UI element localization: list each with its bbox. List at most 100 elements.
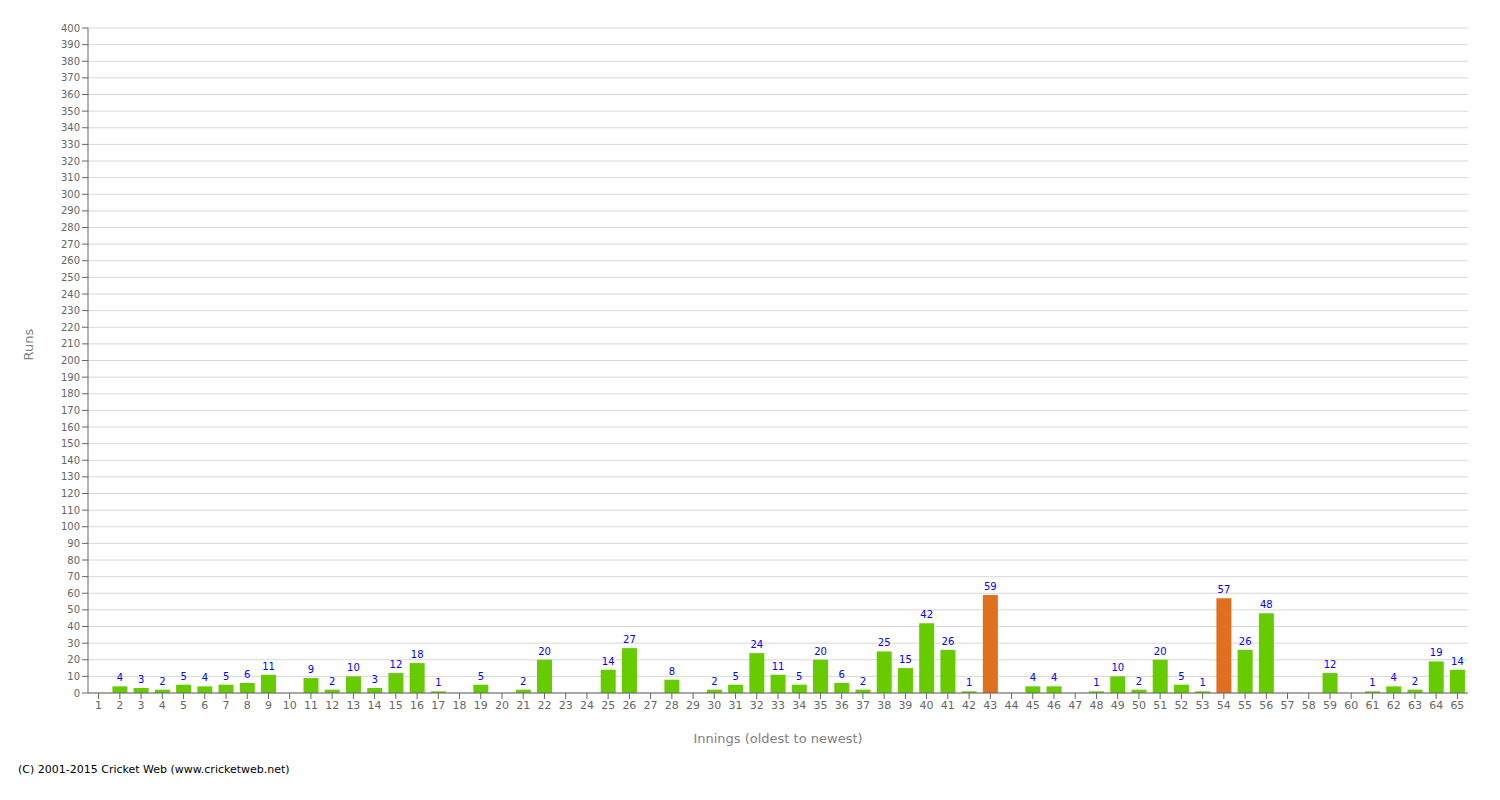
svg-text:21: 21 [516, 699, 530, 712]
svg-text:50: 50 [67, 604, 80, 615]
svg-text:310: 310 [61, 172, 80, 183]
svg-text:24: 24 [580, 699, 594, 712]
svg-text:160: 160 [61, 422, 80, 433]
svg-text:52: 52 [1174, 699, 1188, 712]
svg-text:5: 5 [732, 671, 738, 682]
svg-text:12: 12 [1324, 659, 1337, 670]
svg-text:200: 200 [61, 355, 80, 366]
svg-text:8: 8 [669, 666, 675, 677]
svg-text:11: 11 [262, 661, 275, 672]
svg-text:10: 10 [283, 699, 297, 712]
svg-text:25: 25 [878, 637, 891, 648]
svg-text:15: 15 [899, 654, 912, 665]
svg-text:42: 42 [920, 609, 933, 620]
svg-text:3: 3 [138, 699, 145, 712]
svg-text:3: 3 [371, 674, 377, 685]
svg-text:Runs: Runs [21, 329, 36, 361]
svg-text:1: 1 [966, 677, 972, 688]
svg-text:Innings (oldest to newest): Innings (oldest to newest) [693, 731, 862, 746]
svg-text:65: 65 [1450, 699, 1464, 712]
svg-text:37: 37 [856, 699, 870, 712]
svg-text:34: 34 [792, 699, 806, 712]
svg-text:2: 2 [860, 676, 866, 687]
svg-text:260: 260 [61, 255, 80, 266]
svg-text:2: 2 [520, 676, 526, 687]
svg-text:20: 20 [495, 699, 509, 712]
svg-text:290: 290 [61, 205, 80, 216]
svg-text:1: 1 [1369, 677, 1375, 688]
svg-text:20: 20 [538, 646, 551, 657]
svg-text:12: 12 [390, 659, 403, 670]
svg-text:51: 51 [1153, 699, 1167, 712]
svg-text:59: 59 [1323, 699, 1337, 712]
svg-text:1: 1 [95, 699, 102, 712]
svg-text:10: 10 [67, 671, 80, 682]
svg-text:38: 38 [877, 699, 891, 712]
svg-text:48: 48 [1260, 599, 1273, 610]
svg-text:2: 2 [116, 699, 123, 712]
svg-text:240: 240 [61, 289, 80, 300]
svg-text:270: 270 [61, 239, 80, 250]
svg-text:53: 53 [1196, 699, 1210, 712]
svg-text:41: 41 [941, 699, 955, 712]
svg-text:2: 2 [1412, 676, 1418, 687]
svg-text:60: 60 [67, 588, 80, 599]
svg-text:400: 400 [61, 23, 80, 34]
svg-text:14: 14 [1451, 656, 1464, 667]
svg-text:320: 320 [61, 156, 80, 167]
svg-text:4: 4 [1030, 672, 1036, 683]
svg-text:45: 45 [1026, 699, 1040, 712]
svg-text:24: 24 [750, 639, 763, 650]
svg-text:8: 8 [244, 699, 251, 712]
svg-text:42: 42 [962, 699, 976, 712]
svg-text:390: 390 [61, 39, 80, 50]
svg-text:61: 61 [1365, 699, 1379, 712]
svg-text:26: 26 [942, 636, 955, 647]
svg-text:110: 110 [61, 505, 80, 516]
svg-text:40: 40 [920, 699, 934, 712]
svg-text:57: 57 [1281, 699, 1295, 712]
svg-text:57: 57 [1218, 584, 1231, 595]
svg-text:70: 70 [67, 571, 80, 582]
svg-text:250: 250 [61, 272, 80, 283]
svg-text:6: 6 [244, 669, 250, 680]
svg-text:27: 27 [623, 634, 636, 645]
svg-text:10: 10 [1111, 662, 1124, 673]
svg-text:17: 17 [431, 699, 445, 712]
svg-text:31: 31 [729, 699, 743, 712]
svg-text:9: 9 [308, 664, 314, 675]
svg-text:26: 26 [622, 699, 636, 712]
svg-text:40: 40 [67, 621, 80, 632]
svg-text:16: 16 [410, 699, 424, 712]
svg-text:20: 20 [814, 646, 827, 657]
svg-text:30: 30 [67, 638, 80, 649]
svg-text:3: 3 [138, 674, 144, 685]
svg-text:80: 80 [67, 555, 80, 566]
svg-text:19: 19 [474, 699, 488, 712]
svg-text:48: 48 [1089, 699, 1103, 712]
svg-text:25: 25 [601, 699, 615, 712]
svg-text:5: 5 [796, 671, 802, 682]
svg-text:6: 6 [201, 699, 208, 712]
svg-text:43: 43 [983, 699, 997, 712]
svg-text:22: 22 [537, 699, 551, 712]
svg-text:47: 47 [1068, 699, 1082, 712]
svg-text:380: 380 [61, 56, 80, 67]
svg-text:330: 330 [61, 139, 80, 150]
svg-text:170: 170 [61, 405, 80, 416]
svg-text:13: 13 [346, 699, 360, 712]
svg-text:14: 14 [368, 699, 382, 712]
svg-text:2: 2 [159, 676, 165, 687]
svg-text:5: 5 [478, 671, 484, 682]
svg-text:26: 26 [1239, 636, 1252, 647]
svg-text:220: 220 [61, 322, 80, 333]
svg-text:35: 35 [813, 699, 827, 712]
svg-text:4: 4 [117, 672, 123, 683]
svg-text:4: 4 [1051, 672, 1057, 683]
svg-text:180: 180 [61, 388, 80, 399]
svg-text:10: 10 [347, 662, 360, 673]
svg-text:5: 5 [180, 671, 186, 682]
svg-text:11: 11 [772, 661, 785, 672]
svg-text:64: 64 [1429, 699, 1443, 712]
svg-text:4: 4 [1391, 672, 1397, 683]
